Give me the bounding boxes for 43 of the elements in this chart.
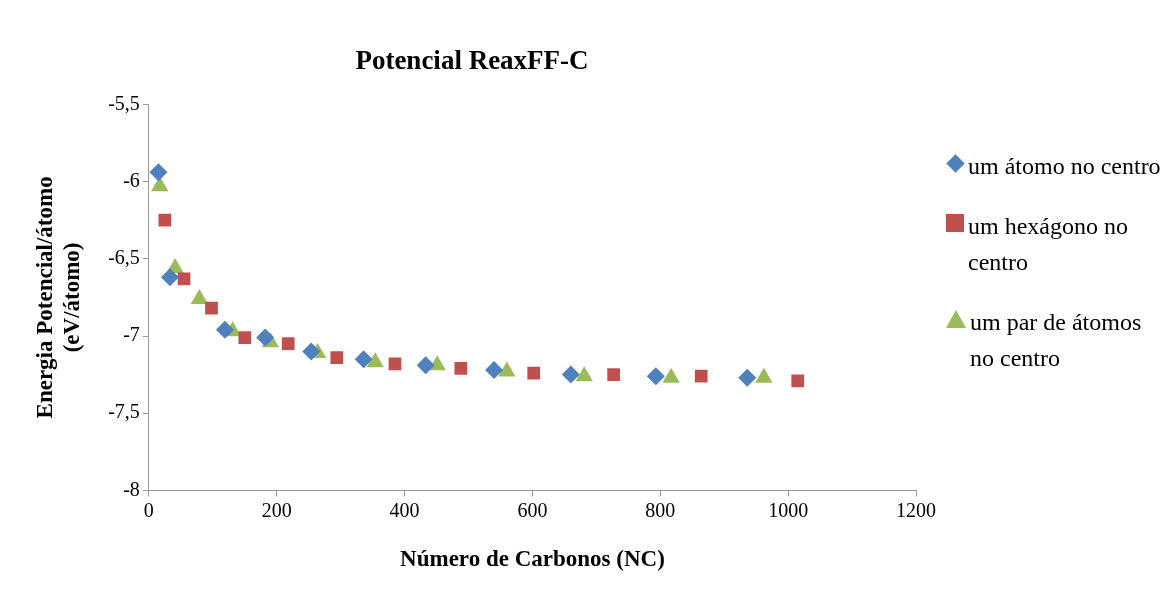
y-axis-title: Energia Potencial/átomo (eV/átomo) [31, 176, 85, 419]
x-tick-label: 1200 [896, 498, 936, 521]
point [416, 356, 435, 375]
chart-title: Potencial ReaxFF-C [355, 45, 589, 76]
point [302, 342, 321, 361]
point [561, 365, 580, 384]
x-tick-label: 1000 [768, 498, 809, 521]
point [238, 331, 252, 344]
point [330, 351, 344, 364]
y-tick-label: -6 [123, 168, 140, 191]
x-tick-label: 400 [389, 498, 420, 521]
point [354, 350, 373, 369]
point [738, 368, 757, 387]
legend-label: um hexágono no centro [968, 212, 1129, 277]
point [151, 176, 169, 192]
point [454, 362, 468, 375]
point [575, 366, 593, 382]
point [215, 320, 234, 339]
legend-label: um átomo no centro [968, 152, 1161, 181]
point [149, 163, 168, 182]
point [646, 367, 665, 386]
point [607, 368, 620, 381]
point [158, 213, 172, 227]
point [694, 369, 708, 383]
y-tick-label: -8 [123, 477, 140, 500]
y-tick-label: -5,5 [108, 91, 140, 114]
point [388, 357, 402, 371]
point [160, 268, 179, 287]
point [485, 360, 504, 379]
point [791, 374, 805, 388]
y-tick-label: -7,5 [108, 400, 140, 423]
x-tick-label: 600 [517, 498, 548, 521]
y-tick-label: -7 [123, 323, 140, 346]
point [205, 301, 218, 315]
point [256, 328, 275, 347]
point [527, 366, 541, 380]
x-axis-title: Número de Carbonos (NC) [400, 546, 665, 572]
y-tick-label: -6,5 [108, 246, 140, 269]
x-tick-label: 0 [143, 498, 154, 521]
legend-label: um par de átomos no centro [970, 308, 1143, 373]
point [281, 337, 295, 351]
x-tick-label: 200 [261, 498, 292, 521]
x-tick-label: 800 [645, 498, 676, 521]
